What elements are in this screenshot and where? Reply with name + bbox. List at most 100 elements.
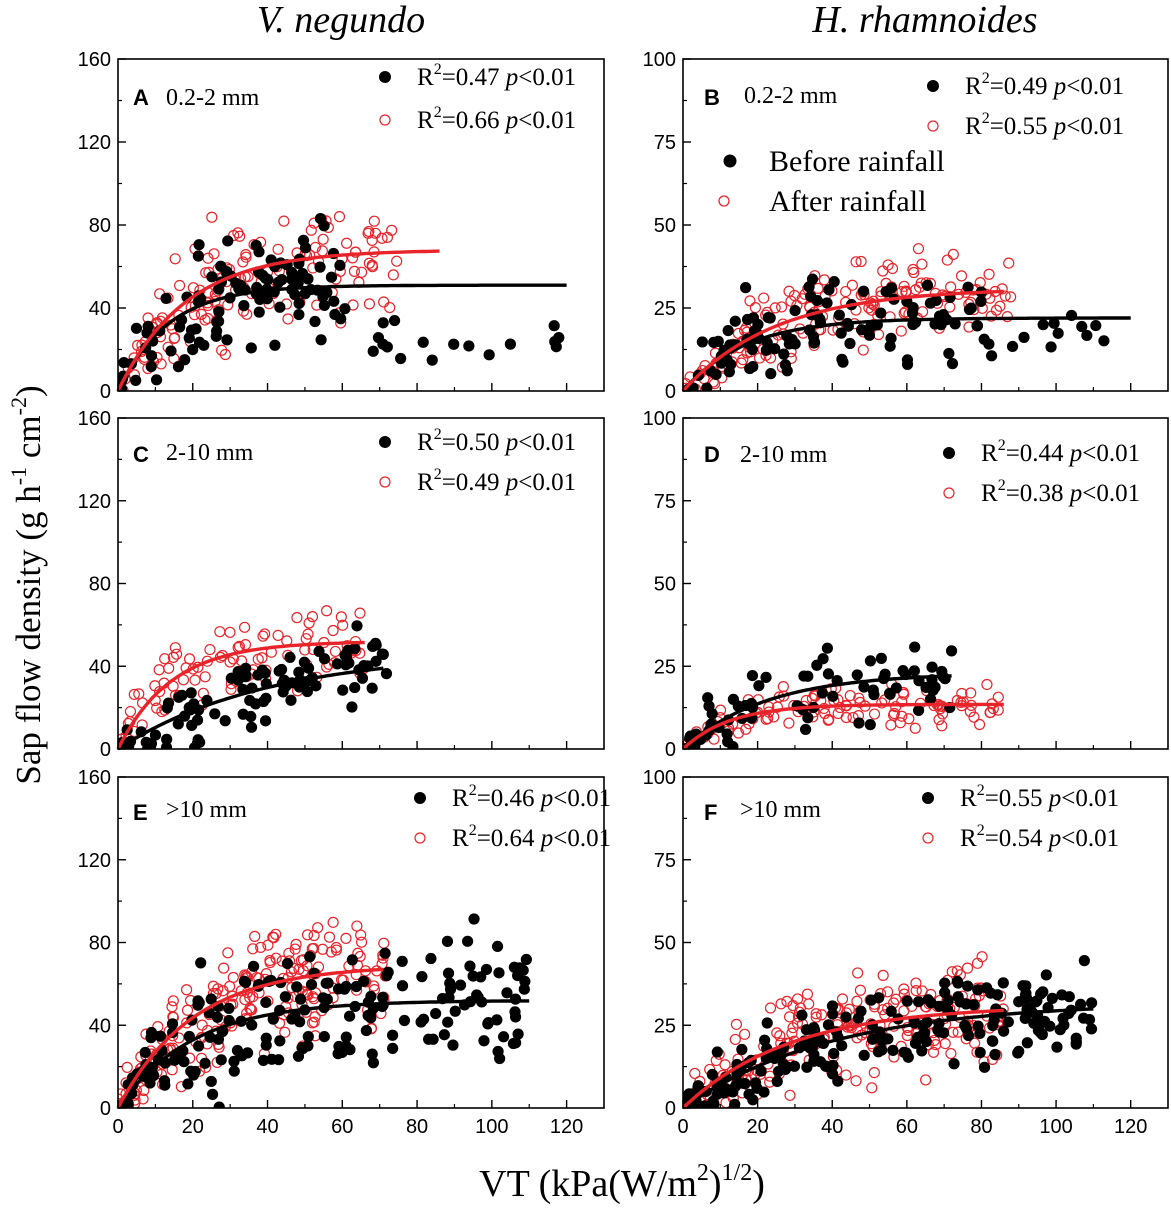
before-point-F (1032, 1024, 1044, 1037)
before-point-E (417, 1013, 430, 1025)
before-point-F (800, 1024, 813, 1036)
panel-letter-D: D (704, 442, 720, 467)
before-point-F (1058, 1019, 1070, 1031)
before-point-A (118, 356, 130, 369)
after-point-D (933, 714, 945, 726)
before-point-F (832, 1075, 844, 1087)
before-point-B (1045, 341, 1057, 353)
before-point-B (803, 281, 815, 293)
before-point-E (464, 960, 476, 972)
before-point-A (238, 300, 250, 312)
after-fit-line-D (681, 702, 1004, 751)
before-point-E (381, 970, 393, 982)
before-point-C (275, 663, 288, 676)
after-point-C (303, 617, 315, 629)
after-point-A (282, 313, 294, 325)
before-point-A (550, 341, 562, 353)
after-point-B (945, 281, 957, 293)
before-point-C (245, 721, 258, 733)
before-point-E (416, 971, 428, 983)
before-point-D (811, 659, 823, 671)
after-point-A (387, 269, 399, 281)
before-point-B (1018, 331, 1030, 343)
before-point-B (1098, 335, 1110, 347)
before-point-B (752, 318, 764, 331)
before-point-F (727, 1086, 739, 1098)
before-point-B (1006, 340, 1019, 353)
before-point-E (512, 1028, 524, 1040)
after-point-C (214, 626, 226, 638)
before-point-B (943, 347, 955, 360)
before-point-F (1017, 980, 1029, 992)
y-tick-label-E: 120 (78, 850, 111, 872)
after-point-C (272, 629, 284, 642)
before-point-E (430, 1007, 442, 1020)
after-point-E (224, 980, 236, 992)
after-point-F (801, 988, 814, 1000)
before-point-E (228, 1065, 240, 1077)
before-point-A (222, 235, 234, 247)
after-point-C (199, 671, 211, 683)
after-point-B (916, 258, 928, 270)
before-point-E (518, 983, 530, 995)
before-point-D (926, 661, 938, 673)
before-point-B (833, 309, 845, 321)
after-point-A (240, 249, 252, 261)
before-point-E (291, 981, 303, 993)
after-point-B (788, 289, 801, 302)
before-point-D (864, 655, 877, 667)
before-point-E (294, 993, 307, 1005)
after-point-D (854, 696, 866, 708)
after-point-E (222, 947, 234, 959)
after-point-E (138, 1084, 150, 1097)
after-point-C (252, 653, 264, 665)
before-point-D (753, 680, 765, 692)
before-point-B (765, 368, 777, 380)
after-point-A (206, 211, 218, 223)
before-point-B (962, 281, 974, 293)
r2-marker-before-F (922, 792, 934, 804)
after-point-C (124, 705, 137, 718)
after-fit-line-F (681, 1008, 1004, 1110)
after-point-B (882, 259, 894, 271)
before-point-F (836, 1040, 848, 1052)
legend-after-label: After rainfall (769, 185, 926, 218)
before-point-F (933, 1000, 945, 1012)
before-point-B (1048, 317, 1060, 329)
before-point-C (172, 718, 184, 730)
after-point-F (969, 1037, 981, 1049)
before-point-F (828, 1047, 840, 1060)
before-point-B (823, 284, 835, 296)
y-tick-label-D: 100 (643, 408, 676, 430)
after-point-B (886, 262, 899, 275)
panel-D: 0 25 50 75 100 D 2-10 mm R2=0.44 p<0.01 R2=0.38 … (643, 408, 1169, 761)
before-point-E (189, 1065, 201, 1078)
before-point-F (840, 1011, 852, 1023)
r2-text-after-E: R2=0.64 p<0.01 (452, 822, 611, 852)
y-tick-label-C: 160 (78, 408, 111, 430)
y-tick-label-F: 100 (643, 767, 676, 789)
after-point-F (803, 998, 815, 1010)
after-point-B (985, 310, 997, 322)
after-point-C (335, 611, 347, 623)
before-point-D (802, 670, 814, 682)
after-point-B (996, 283, 1008, 295)
after-point-A (317, 233, 329, 245)
after-point-D (762, 712, 774, 725)
before-point-A (269, 339, 281, 351)
r2-text-before-D: R2=0.44 p<0.01 (981, 437, 1140, 467)
before-point-E (366, 1048, 378, 1060)
before-point-F (916, 1045, 928, 1057)
after-point-E (137, 1093, 149, 1105)
before-point-A (293, 297, 305, 310)
before-point-A (314, 261, 326, 273)
after-point-A (378, 296, 390, 308)
x-tick-label-E: 100 (475, 1116, 508, 1138)
after-point-F (939, 1037, 951, 1050)
before-point-A (276, 274, 288, 286)
before-point-D (909, 641, 921, 653)
after-point-A (278, 215, 290, 227)
before-point-E (241, 1047, 254, 1059)
before-point-C (349, 643, 361, 655)
before-point-A (318, 299, 330, 312)
